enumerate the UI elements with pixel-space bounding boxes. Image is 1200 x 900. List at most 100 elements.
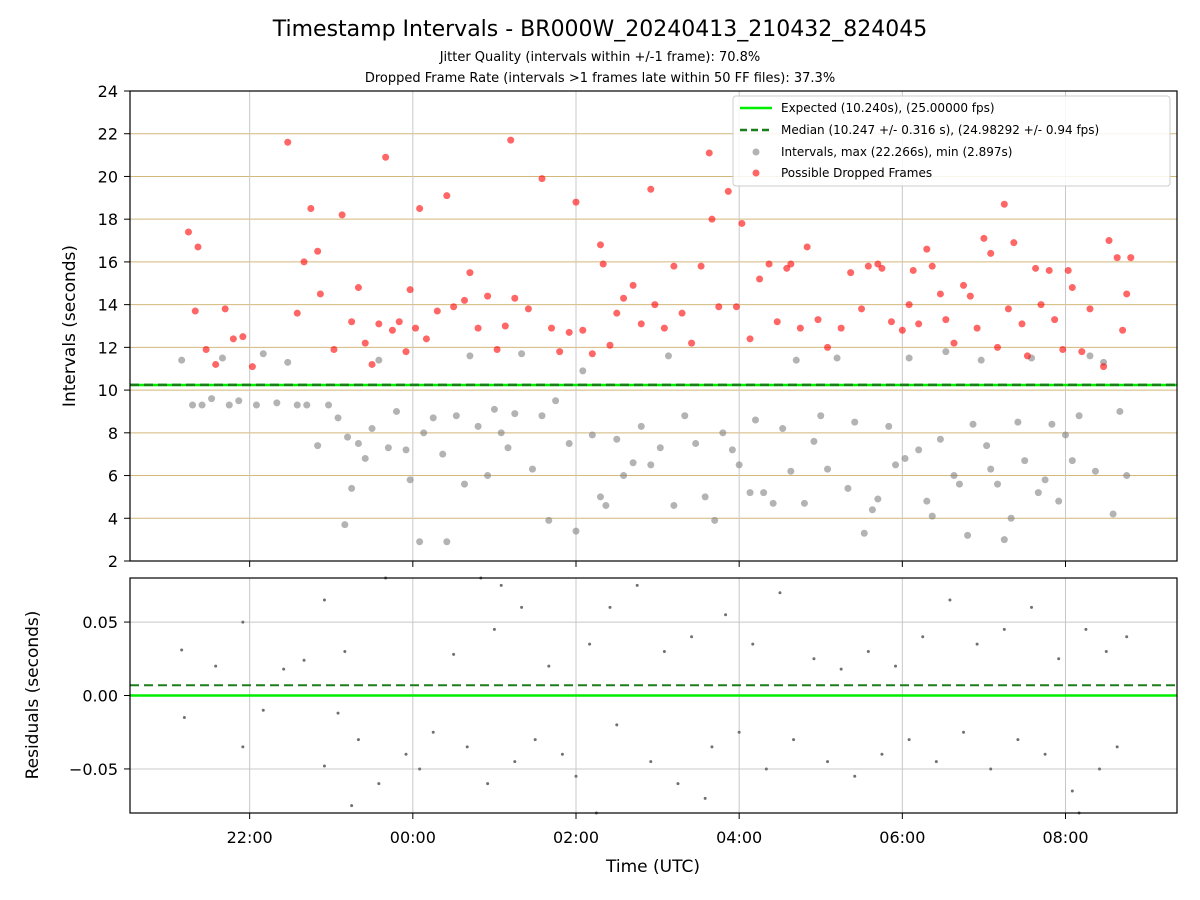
dropped-frame-point — [738, 219, 746, 227]
residual-point — [751, 642, 755, 646]
residual-point — [350, 804, 354, 808]
bottom-y-axis-label: Residuals (seconds) — [23, 611, 43, 780]
interval-point — [484, 472, 492, 480]
top-y-tick-label: 22 — [98, 125, 118, 144]
residual-point — [404, 752, 408, 756]
interval-point — [977, 356, 985, 364]
x-axis-label: Time (UTC) — [605, 857, 700, 877]
dropped-frame-point — [824, 343, 832, 351]
residual-point — [975, 642, 979, 646]
dropped-frame-point — [732, 303, 740, 311]
dropped-frame-point — [596, 241, 604, 249]
residual-point — [635, 583, 639, 587]
residual-point — [866, 649, 870, 653]
dropped-frame-point — [688, 339, 696, 347]
x-tick-label: 00:00 — [390, 828, 436, 847]
interval-point — [620, 472, 628, 480]
residual-point — [322, 764, 326, 768]
bottom-y-ticks: −0.05 0.00 0.05 — [69, 613, 130, 779]
interval-point — [735, 461, 743, 469]
dropped-frame-point — [858, 305, 866, 313]
interval-point — [1123, 472, 1131, 480]
residual-point — [764, 767, 768, 771]
dropped-frame-point — [501, 322, 509, 330]
interval-point — [824, 465, 832, 473]
interval-point — [833, 354, 841, 362]
dropped-frame-point — [660, 324, 668, 332]
dropped-frame-point — [837, 324, 845, 332]
dropped-frame-point — [1068, 284, 1076, 292]
interval-point — [341, 521, 349, 529]
dropped-frame-point — [511, 294, 519, 302]
dropped-frame-point — [928, 262, 936, 270]
dropped-frame-point — [599, 260, 607, 268]
dropped-frame-point — [194, 243, 202, 251]
interval-point — [354, 440, 362, 447]
dropped-frame-point — [572, 198, 580, 206]
interval-point — [1075, 412, 1083, 420]
interval-point — [936, 435, 944, 443]
interval-point — [518, 350, 526, 358]
interval-point — [552, 397, 560, 405]
dropped-frame-point — [314, 247, 322, 255]
dropped-frame-point — [338, 211, 346, 219]
dropped-frame-point — [524, 305, 532, 313]
dropped-frame-point — [1045, 266, 1053, 274]
interval-point — [259, 350, 267, 358]
residual-point — [560, 752, 564, 756]
dropped-frame-point — [433, 307, 441, 315]
interval-point — [402, 446, 410, 454]
residual-point — [962, 730, 966, 734]
dropped-frame-point — [422, 335, 430, 343]
interval-point — [964, 531, 972, 539]
dropped-frame-point — [746, 335, 754, 343]
dropped-frame-point — [973, 324, 981, 332]
dropped-frame-point — [579, 326, 587, 334]
top-y-tick-label: 18 — [98, 210, 118, 229]
interval-point — [208, 395, 216, 403]
dropped-frame-point — [606, 341, 614, 349]
interval-point — [1000, 536, 1008, 544]
interval-point — [198, 401, 206, 409]
bottom-y-tick-label: 0.00 — [82, 687, 118, 706]
interval-point — [178, 356, 186, 364]
interval-point — [681, 412, 689, 420]
residual-point — [465, 745, 469, 749]
interval-point — [406, 476, 414, 484]
interval-point — [416, 538, 424, 546]
residual-point — [649, 760, 653, 764]
interval-point — [760, 489, 768, 497]
interval-point — [892, 461, 900, 469]
dropped-frame-point — [637, 320, 645, 328]
dropped-frame-point — [293, 309, 301, 317]
chart-subtitle-dropped: Dropped Frame Rate (intervals >1 frames … — [365, 71, 835, 86]
interval-point — [474, 422, 482, 430]
interval-point — [1048, 420, 1056, 428]
interval-point — [439, 450, 447, 458]
residual-point — [486, 782, 490, 786]
legend-median-label: Median (10.247 +/- 0.316 s), (24.98292 +… — [781, 123, 1099, 137]
interval-point — [955, 480, 963, 488]
residual-point — [662, 649, 666, 653]
interval-point — [1014, 418, 1022, 426]
legend: Expected (10.240s), (25.00000 fps) Media… — [732, 95, 1171, 187]
dropped-frame-point — [348, 318, 356, 326]
dropped-frame-point — [1127, 254, 1135, 262]
interval-point — [885, 422, 893, 430]
chart-title: Timestamp Intervals - BR000W_20240413_21… — [272, 17, 928, 42]
dropped-frame-point — [191, 307, 199, 315]
bottom-points — [180, 576, 1129, 815]
residual-point — [853, 774, 857, 778]
x-tick-label: 06:00 — [879, 828, 925, 847]
interval-point — [901, 454, 909, 462]
residual-point — [792, 738, 796, 742]
interval-point — [1021, 457, 1029, 465]
x-ticks: 22:00 00:00 02:00 04:00 06:00 08:00 — [227, 813, 1089, 847]
dropped-frame-point — [756, 275, 764, 283]
dropped-frame-point — [803, 243, 811, 251]
top-y-tick-label: 8 — [108, 424, 118, 443]
residual-point — [588, 642, 592, 646]
dropped-frame-point — [678, 309, 686, 317]
dropped-frame-point — [1032, 264, 1040, 272]
